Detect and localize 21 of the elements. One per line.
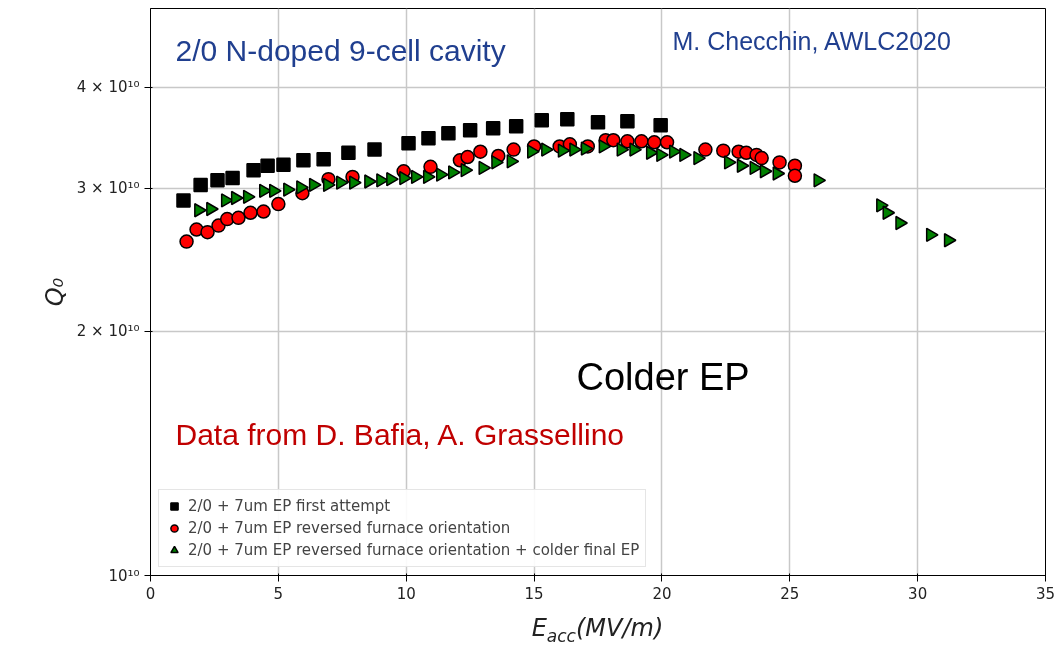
x-tick-label: 35 [1035, 584, 1056, 603]
x-tick-label: 15 [524, 584, 544, 603]
legend-label: 2/0 + 7um EP reversed furnace orientation [188, 519, 511, 537]
legend-label: 2/0 + 7um EP reversed furnace orientation + colder final EP [188, 541, 640, 559]
annotation: M. Checchin, AWLC2020 [672, 26, 951, 55]
y-tick-label: 4 × 10¹⁰ [76, 78, 140, 97]
annotation: Data from D. Bafia, A. Grassellino [175, 418, 625, 451]
y-axis-title: Q₀ [40, 277, 69, 307]
x-tick-label: 20 [652, 584, 672, 603]
annotation: Colder EP [576, 355, 750, 398]
y-tick-label: 2 × 10¹⁰ [76, 322, 140, 341]
text: 2/0 N-doped 9-cell cavity [175, 34, 506, 67]
x-tick-label: 30 [908, 584, 928, 603]
x-tick-label: 10 [396, 584, 416, 603]
x-axis-title: E$_{acc}$(MV/m) [531, 613, 664, 648]
x-tick-label: 5 [273, 584, 284, 603]
y-tick-label: 3 × 10¹⁰ [76, 179, 140, 198]
legend-label: 2/0 + 7um EP first attempt [188, 497, 391, 515]
y-tick-label: 10¹⁰ [108, 566, 140, 585]
x-tick-label: 25 [780, 584, 800, 603]
x-tick-label: 0 [145, 584, 156, 603]
